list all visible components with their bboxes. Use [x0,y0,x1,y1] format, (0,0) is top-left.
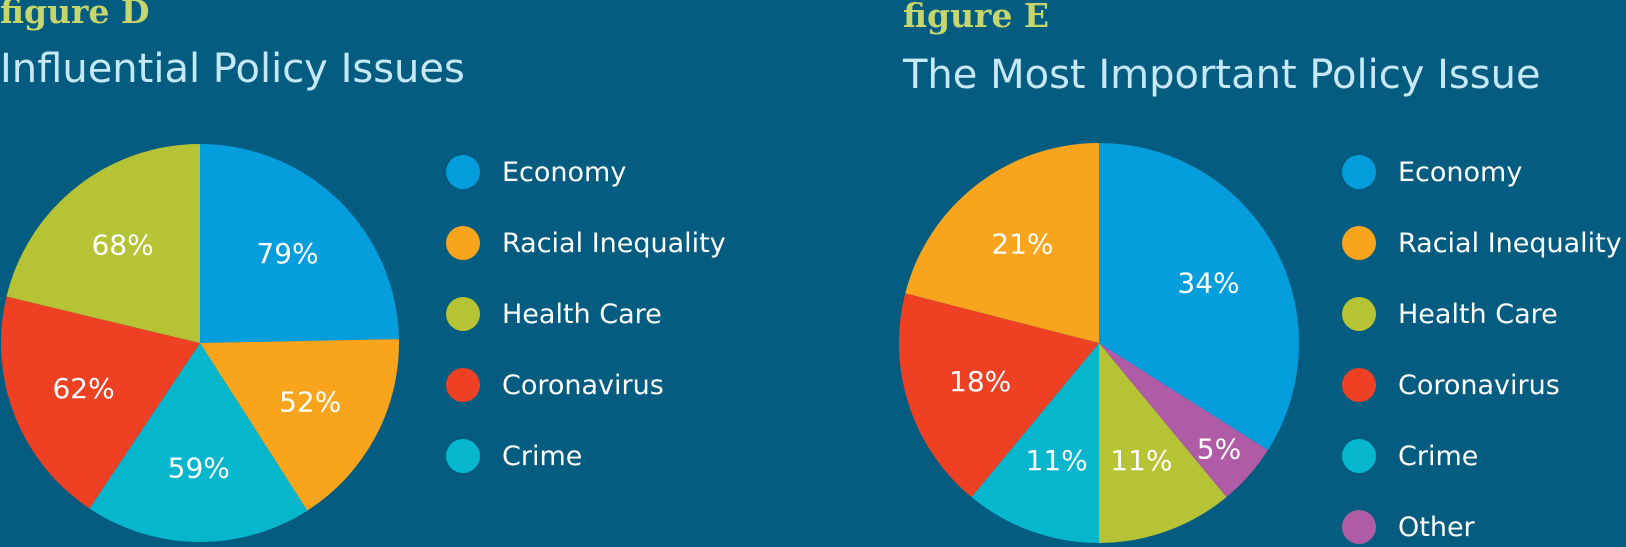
figure-d-title: Influential Policy Issues [0,46,465,92]
legend-item-economy: Economy [446,152,626,192]
slice-label-economy: 79% [256,237,318,270]
slice-label-crime: 11% [1026,444,1088,477]
figure-e-pie-chart: 34% 5% 11% 11% 18% 21% [899,143,1299,543]
legend-swatch-racial-inequality [446,226,480,260]
legend-item-racial-inequality: Racial Inequality [1342,223,1622,263]
figure-e-title: The Most Important Policy Issue [903,52,1541,98]
pie-slice-health-care [1099,343,1227,543]
slice-label-crime: 59% [168,451,230,484]
legend-swatch-crime [446,439,480,473]
legend-label-health-care: Health Care [502,298,662,330]
slice-label-racial-inequality: 52% [279,385,341,418]
legend-label-other: Other [1398,511,1475,543]
legend-item-health-care: Health Care [1342,294,1558,334]
legend-item-economy: Economy [1342,152,1522,192]
legend-label-racial-inequality: Racial Inequality [1398,227,1622,259]
figure-d-pie-chart: 79% 52% 59% 62% 68% [0,144,399,542]
legend-item-health-care: Health Care [446,294,662,334]
legend-label-crime: Crime [1398,440,1479,472]
slice-label-racial-inequality: 21% [991,228,1053,261]
pie-slice-other [1099,343,1268,498]
legend-swatch-coronavirus [1342,368,1376,402]
legend-item-crime: Crime [1342,436,1478,476]
legend-swatch-health-care [1342,297,1376,331]
pie-slice-crime [971,343,1099,543]
slice-label-health-care: 68% [91,228,153,261]
legend-label-racial-inequality: Racial Inequality [502,227,726,259]
pie-slice-racial-inequality [905,143,1099,343]
slice-label-coronavirus: 62% [52,372,114,405]
legend-swatch-other [1342,510,1376,544]
pie-slice-coronavirus [899,293,1099,498]
slice-label-health-care: 11% [1110,444,1172,477]
pie-slice-racial-inequality [200,339,399,511]
slice-label-other: 5% [1197,432,1241,465]
legend-item-coronavirus: Coronavirus [1342,365,1560,405]
legend-item-coronavirus: Coronavirus [446,365,664,405]
pie-slice-economy [200,144,399,343]
legend-label-health-care: Health Care [1398,298,1558,330]
legend-item-other: Other [1342,507,1475,547]
legend-label-economy: Economy [1398,156,1523,188]
slice-label-coronavirus: 18% [949,365,1011,398]
legend-swatch-coronavirus [446,368,480,402]
legend-label-crime: Crime [502,440,583,472]
slice-label-economy: 34% [1177,266,1239,299]
legend-swatch-economy [446,155,480,189]
pie-slice-economy [1099,143,1299,451]
pie-slice-coronavirus [0,296,201,509]
pie-slice-crime [89,343,308,542]
figure-d-panel: figure D Influential Policy Issues 79% 52… [0,0,726,542]
legend-item-racial-inequality: Racial Inequality [446,223,726,263]
pie-slice-health-care [6,144,201,343]
legend-label-coronavirus: Coronavirus [1398,369,1560,401]
legend-item-crime: Crime [446,436,582,476]
legend-swatch-health-care [446,297,480,331]
legend-label-coronavirus: Coronavirus [502,369,664,401]
figure-d-label: figure D [0,0,150,31]
figure-e-panel: figure E The Most Important Policy Issue… [860,0,1626,545]
legend-swatch-racial-inequality [1342,226,1376,260]
legend-swatch-economy [1342,155,1376,189]
legend-swatch-crime [1342,439,1376,473]
legend-label-economy: Economy [502,156,627,188]
figure-e-label: figure E [903,0,1050,35]
